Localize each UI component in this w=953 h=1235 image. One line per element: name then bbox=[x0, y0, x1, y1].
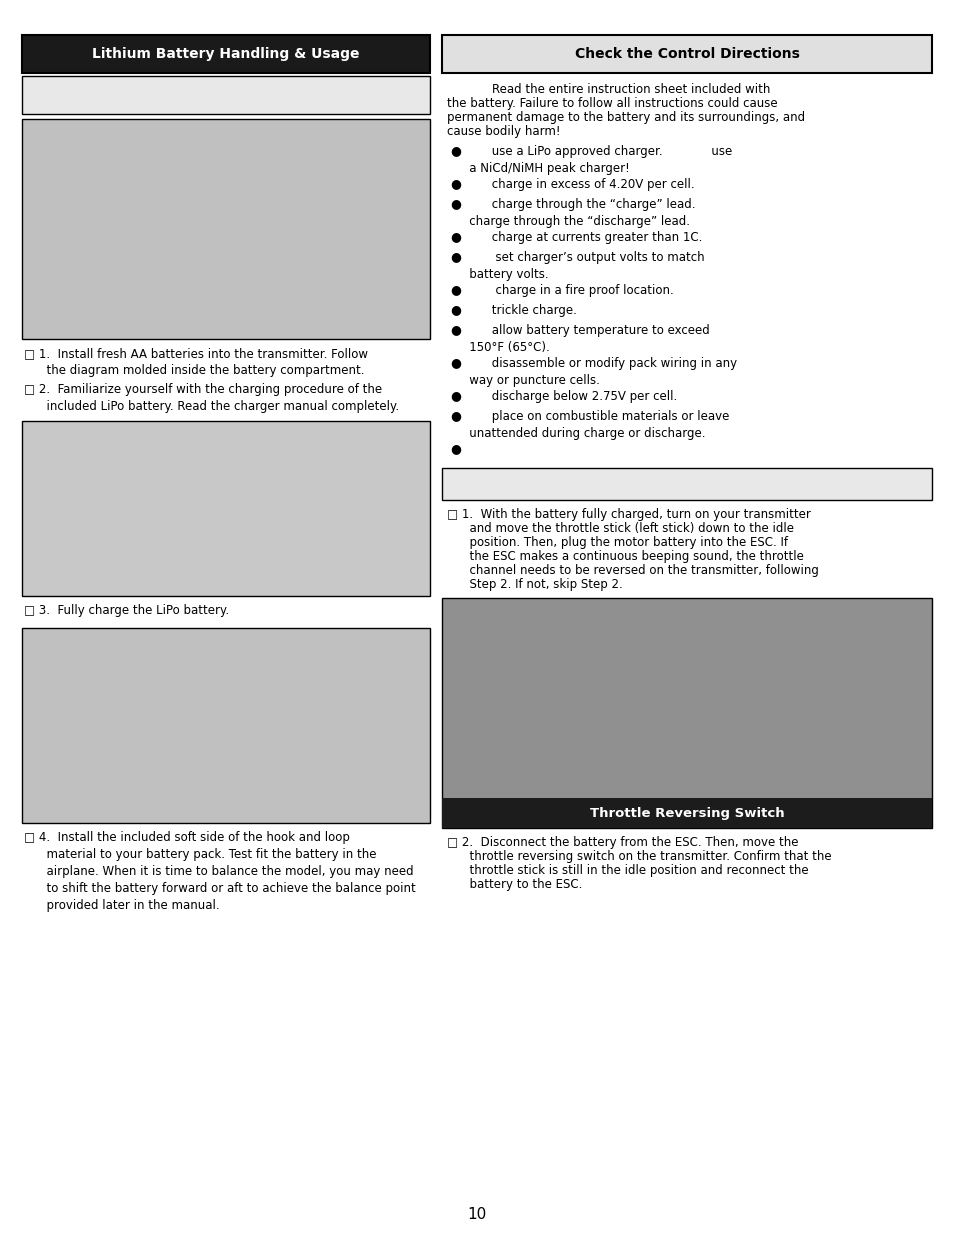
Text: battery to the ESC.: battery to the ESC. bbox=[447, 878, 581, 890]
Text: position. Then, plug the motor battery into the ESC. If: position. Then, plug the motor battery i… bbox=[447, 536, 787, 550]
Text: Read the entire instruction sheet included with: Read the entire instruction sheet includ… bbox=[447, 83, 770, 96]
Bar bbox=[22, 77, 430, 114]
Text: □ 1.  With the battery fully charged, turn on your transmitter: □ 1. With the battery fully charged, tur… bbox=[447, 508, 810, 521]
Bar bbox=[22, 629, 430, 823]
Text: trickle charge.: trickle charge. bbox=[457, 304, 577, 317]
Bar bbox=[441, 468, 931, 500]
Text: use a LiPo approved charger.             use
   a NiCd/NiMH peak charger!: use a LiPo approved charger. use a NiCd/… bbox=[457, 144, 732, 174]
Text: □ 2.  Disconnect the battery from the ESC. Then, move the: □ 2. Disconnect the battery from the ESC… bbox=[447, 836, 798, 848]
Text: ●: ● bbox=[450, 389, 460, 403]
Text: □ 4.  Install the included soft side of the hook and loop
      material to your: □ 4. Install the included soft side of t… bbox=[24, 831, 416, 911]
Text: Throttle Reversing Switch: Throttle Reversing Switch bbox=[589, 806, 783, 820]
Text: permanent damage to the battery and its surroundings, and: permanent damage to the battery and its … bbox=[447, 111, 804, 124]
Bar bbox=[22, 421, 430, 597]
Text: □ 2.  Familiarize yourself with the charging procedure of the
      included LiP: □ 2. Familiarize yourself with the charg… bbox=[24, 383, 398, 412]
Text: ●: ● bbox=[450, 357, 460, 369]
Text: ●: ● bbox=[450, 442, 460, 456]
Text: discharge below 2.75V per cell.: discharge below 2.75V per cell. bbox=[457, 390, 677, 403]
Text: and move the throttle stick (left stick) down to the idle: and move the throttle stick (left stick)… bbox=[447, 522, 793, 535]
Text: charge in excess of 4.20V per cell.: charge in excess of 4.20V per cell. bbox=[457, 178, 694, 191]
Bar bbox=[22, 119, 430, 338]
Text: ●: ● bbox=[450, 304, 460, 316]
Text: charge through the “charge” lead.
   charge through the “discharge” lead.: charge through the “charge” lead. charge… bbox=[457, 198, 695, 227]
Text: ●: ● bbox=[450, 251, 460, 263]
Text: place on combustible materials or leave
   unattended during charge or discharge: place on combustible materials or leave … bbox=[457, 410, 729, 440]
Bar bbox=[441, 798, 931, 827]
Bar bbox=[441, 35, 931, 73]
Text: the ESC makes a continuous beeping sound, the throttle: the ESC makes a continuous beeping sound… bbox=[447, 550, 803, 563]
Text: throttle stick is still in the idle position and reconnect the: throttle stick is still in the idle posi… bbox=[447, 864, 808, 877]
Text: □ 3.  Fully charge the LiPo battery.: □ 3. Fully charge the LiPo battery. bbox=[24, 604, 229, 618]
Text: disassemble or modify pack wiring in any
   way or puncture cells.: disassemble or modify pack wiring in any… bbox=[457, 357, 737, 387]
Bar bbox=[22, 35, 430, 73]
Text: allow battery temperature to exceed
   150°F (65°C).: allow battery temperature to exceed 150°… bbox=[457, 324, 709, 353]
Text: Lithium Battery Handling & Usage: Lithium Battery Handling & Usage bbox=[92, 47, 359, 61]
Text: ●: ● bbox=[450, 410, 460, 422]
Text: Step 2. If not, skip Step 2.: Step 2. If not, skip Step 2. bbox=[447, 578, 622, 592]
Text: □ 1.  Install fresh AA batteries into the transmitter. Follow
      the diagram : □ 1. Install fresh AA batteries into the… bbox=[24, 347, 368, 377]
Text: cause bodily harm!: cause bodily harm! bbox=[447, 125, 560, 138]
Text: charge in a fire proof location.: charge in a fire proof location. bbox=[457, 284, 673, 296]
Text: throttle reversing switch on the transmitter. Confirm that the: throttle reversing switch on the transmi… bbox=[447, 850, 831, 863]
Text: ●: ● bbox=[450, 284, 460, 296]
Bar bbox=[441, 598, 931, 827]
Text: channel needs to be reversed on the transmitter, following: channel needs to be reversed on the tran… bbox=[447, 564, 818, 577]
Text: Check the Control Directions: Check the Control Directions bbox=[574, 47, 799, 61]
Text: the battery. Failure to follow all instructions could cause: the battery. Failure to follow all instr… bbox=[447, 98, 777, 110]
Text: ●: ● bbox=[450, 231, 460, 243]
Text: ●: ● bbox=[450, 324, 460, 336]
Text: ●: ● bbox=[450, 198, 460, 210]
Text: charge at currents greater than 1C.: charge at currents greater than 1C. bbox=[457, 231, 701, 245]
Text: set charger’s output volts to match
   battery volts.: set charger’s output volts to match batt… bbox=[457, 251, 704, 280]
Text: ●: ● bbox=[450, 178, 460, 190]
Text: 10: 10 bbox=[467, 1208, 486, 1223]
Text: ●: ● bbox=[450, 144, 460, 158]
